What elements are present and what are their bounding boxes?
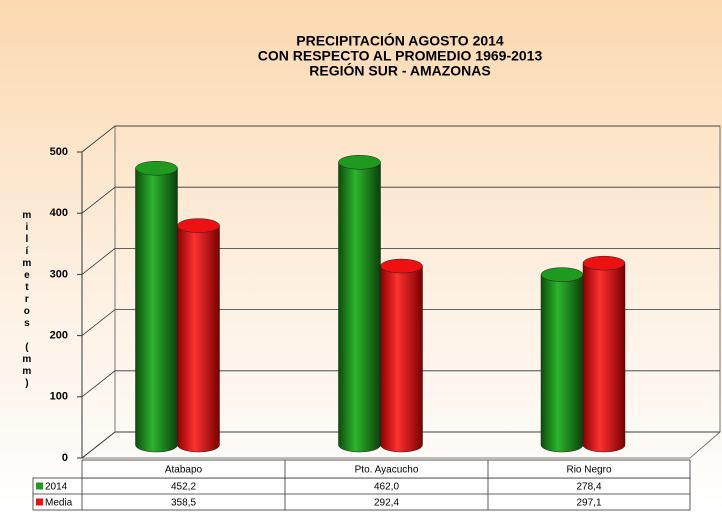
y-tick-label: 0 [62, 452, 68, 464]
x-tick-label: Atabapo [165, 465, 203, 476]
y-tick-label: 100 [50, 391, 68, 403]
grid-line [81, 431, 720, 459]
grid-line [81, 309, 720, 336]
bar-top [582, 255, 626, 271]
y-tick-label: 200 [50, 330, 68, 342]
x-tick-label: Pto. Ayacucho [355, 465, 419, 476]
chart-title: REGIÓN SUR - AMAZONAS [309, 62, 490, 79]
bar [380, 265, 423, 453]
legend-label: Media [45, 498, 73, 509]
bar-top [177, 218, 220, 233]
x-tick-label: Rio Negro [566, 465, 611, 476]
legend-label: 2014 [45, 482, 68, 493]
bar [338, 162, 381, 453]
chart-title: PRECIPITACIÓN AGOSTO 2014 [296, 32, 504, 49]
bar-top [135, 161, 178, 176]
bar [540, 274, 584, 453]
bar [582, 262, 626, 453]
value-label: 292,4 [374, 498, 399, 509]
value-label: 452,2 [171, 482, 196, 493]
legend-swatch [36, 498, 43, 506]
chart-title: CON RESPECTO AL PROMEDIO 1969-2013 [258, 48, 543, 64]
grid-line [81, 248, 720, 275]
bar [135, 168, 178, 453]
value-label: 462,0 [374, 482, 399, 493]
value-label: 297,1 [576, 498, 601, 509]
y-tick-label: 400 [50, 207, 68, 219]
bar [177, 225, 220, 453]
y-axis-label: milímetros (mm) [21, 210, 32, 390]
legend-swatch [36, 482, 43, 490]
y-tick-label: 500 [50, 146, 68, 158]
bar-top [540, 267, 584, 282]
grid-line [81, 186, 720, 214]
bar-top [338, 155, 381, 170]
bar-top [380, 258, 423, 274]
y-tick-label: 300 [50, 268, 68, 280]
value-label: 278,4 [576, 482, 601, 493]
grid-line [81, 370, 720, 398]
grid-line [81, 125, 720, 153]
value-label: 358,5 [171, 498, 196, 509]
table-header [81, 459, 691, 479]
